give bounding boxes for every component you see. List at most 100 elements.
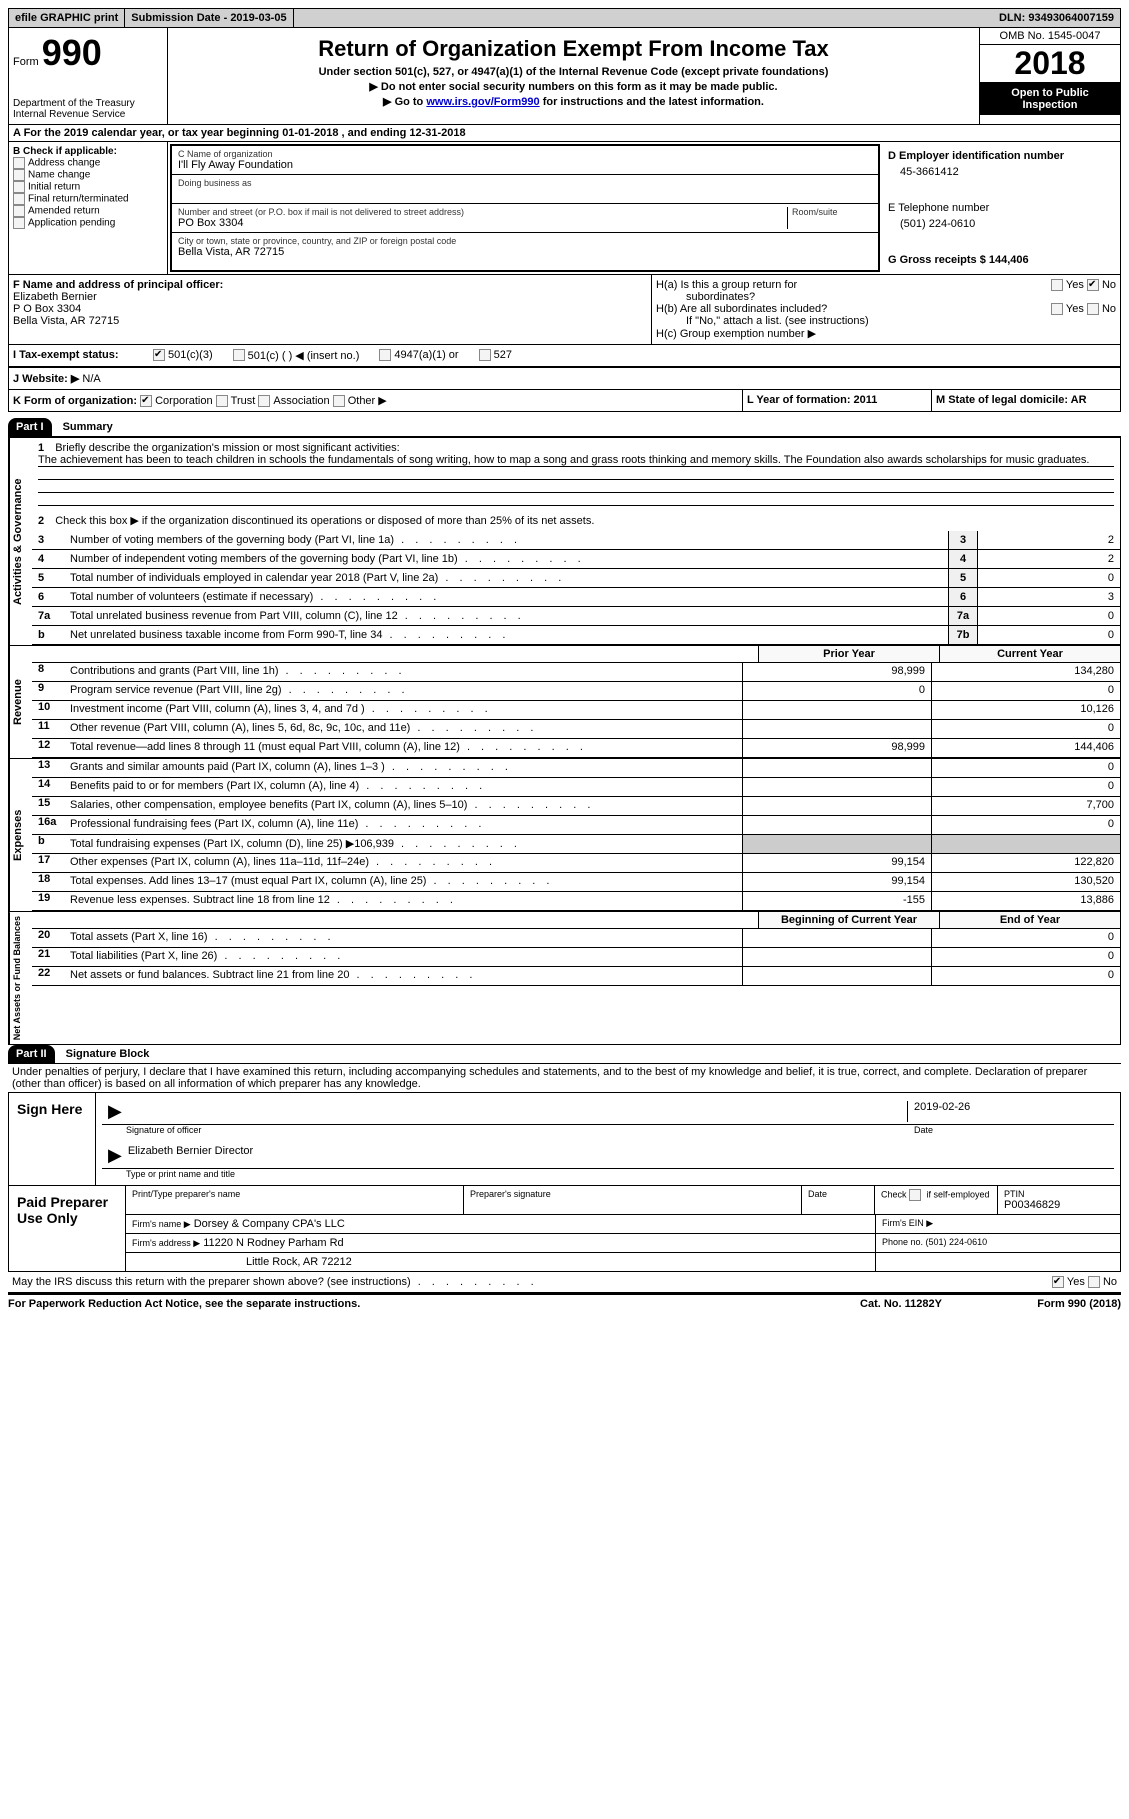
vert-governance: Activities & Governance (9, 438, 32, 645)
goto-pre: ▶ Go to (383, 96, 426, 108)
prior-val (742, 929, 931, 947)
line-desc: Other expenses (Part IX, column (A), lin… (66, 854, 742, 872)
col-d: D Employer identification number 45-3661… (882, 142, 1120, 274)
dba-label: Doing business as (178, 178, 872, 188)
col-b-title: B Check if applicable: (13, 146, 163, 157)
cb-hb-no[interactable] (1087, 303, 1099, 315)
line-num: b (32, 629, 66, 641)
cb-ha-no[interactable] (1087, 279, 1099, 291)
prep-name-header: Print/Type preparer's name (126, 1186, 464, 1214)
efile-print[interactable]: efile GRAPHIC print (9, 9, 125, 27)
cb-trust[interactable] (216, 395, 228, 407)
current-val: 0 (931, 929, 1120, 947)
header-right: OMB No. 1545-0047 2018 Open to Public In… (979, 28, 1120, 124)
current-val: 7,700 (931, 797, 1120, 815)
part1-header-row: Part I Summary (8, 418, 1121, 437)
line-box: 7b (948, 626, 977, 644)
part1-badge: Part I (8, 418, 52, 436)
line-desc: Total revenue—add lines 8 through 11 (mu… (66, 739, 742, 757)
cb-4947[interactable] (379, 349, 391, 361)
street: PO Box 3304 (178, 217, 787, 229)
arrow-icon: ▶ (102, 1101, 128, 1122)
pra-notice: For Paperwork Reduction Act Notice, see … (8, 1298, 821, 1310)
label-other: Other ▶ (348, 395, 387, 407)
row-j: J Website: ▶ N/A (8, 368, 1121, 390)
row-f-h: F Name and address of principal officer:… (8, 275, 1121, 345)
label-trust: Trust (231, 395, 256, 407)
label-4947: 4947(a)(1) or (394, 349, 458, 362)
label-no: No (1102, 279, 1116, 291)
label-501c3: 501(c)(3) (168, 349, 213, 362)
declaration: Under penalties of perjury, I declare th… (8, 1064, 1121, 1093)
cb-initial[interactable] (13, 181, 25, 193)
prep-sig-header: Preparer's signature (464, 1186, 802, 1214)
cb-ha-yes[interactable] (1051, 279, 1063, 291)
ha-sub: subordinates? (656, 291, 755, 303)
prior-val: 99,154 (742, 854, 931, 872)
website-label: J Website: ▶ (13, 373, 79, 385)
col-c: C Name of organization I'll Fly Away Fou… (170, 144, 880, 272)
label-assoc: Association (273, 395, 329, 407)
line-num: 7a (32, 610, 66, 622)
firm-addr: 11220 N Rodney Parham Rd (203, 1237, 343, 1249)
ein: 45-3661412 (888, 162, 1114, 178)
amount-line: 13 Grants and similar amounts paid (Part… (32, 759, 1120, 778)
label-final: Final return/terminated (28, 194, 129, 205)
irs-link[interactable]: www.irs.gov/Form990 (426, 96, 539, 108)
vert-expenses: Expenses (9, 759, 32, 911)
paid-preparer-block: Paid Preparer Use Only Print/Type prepar… (8, 1186, 1121, 1272)
line-num: 10 (32, 701, 66, 719)
line-desc: Total number of volunteers (estimate if … (66, 589, 948, 605)
current-val: 0 (931, 948, 1120, 966)
cb-501c[interactable] (233, 349, 245, 361)
cb-other[interactable] (333, 395, 345, 407)
cb-name[interactable] (13, 169, 25, 181)
line-val: 0 (977, 626, 1120, 644)
phone: (501) 224-0610 (888, 214, 1114, 230)
dept-treasury: Department of the Treasury (13, 98, 163, 109)
cb-amended[interactable] (13, 205, 25, 217)
cb-527[interactable] (479, 349, 491, 361)
prior-val: 0 (742, 682, 931, 700)
line-num: 8 (32, 663, 66, 681)
current-val: 13,886 (931, 892, 1120, 910)
label-initial: Initial return (28, 182, 80, 193)
cb-address[interactable] (13, 157, 25, 169)
l2-num: 2 (38, 515, 44, 527)
info-grid: B Check if applicable: Address change Na… (8, 142, 1121, 275)
line-num: 17 (32, 854, 66, 872)
cb-discuss-yes[interactable] (1052, 1276, 1064, 1288)
form-number: 990 (42, 32, 102, 73)
l1-desc: Briefly describe the organization's miss… (55, 442, 399, 454)
current-val: 0 (931, 682, 1120, 700)
amount-line: 15 Salaries, other compensation, employe… (32, 797, 1120, 816)
line-desc: Net unrelated business taxable income fr… (66, 627, 948, 643)
row-k: K Form of organization: Corporation Trus… (8, 390, 1121, 412)
line-desc: Total fundraising expenses (Part IX, col… (66, 835, 742, 853)
cb-final[interactable] (13, 193, 25, 205)
check-self-label2: if self-employed (927, 1190, 990, 1200)
cb-corp[interactable] (140, 395, 152, 407)
current-val: 0 (931, 720, 1120, 738)
cb-hb-yes[interactable] (1051, 303, 1063, 315)
cb-assoc[interactable] (258, 395, 270, 407)
cb-pending[interactable] (13, 217, 25, 229)
line-val: 2 (977, 550, 1120, 568)
goto-post: for instructions and the latest informat… (543, 96, 764, 108)
line-val: 0 (977, 607, 1120, 625)
current-val: 144,406 (931, 739, 1120, 757)
line-num: b (32, 835, 66, 853)
line-desc: Total unrelated business revenue from Pa… (66, 608, 948, 624)
line-num: 18 (32, 873, 66, 891)
line-num: 22 (32, 967, 66, 985)
ptin-header: PTIN (1004, 1189, 1114, 1199)
hc-label: H(c) Group exemption number ▶ (656, 327, 1116, 340)
state-domicile: M State of legal domicile: AR (931, 390, 1120, 411)
summary-line: 6 Total number of volunteers (estimate i… (32, 588, 1120, 607)
amount-line: 20 Total assets (Part X, line 16) 0 (32, 929, 1120, 948)
l2-desc: Check this box ▶ if the organization dis… (55, 515, 594, 527)
label-yes: Yes (1066, 279, 1084, 291)
cb-501c3[interactable] (153, 349, 165, 361)
cb-self-employed[interactable] (909, 1189, 921, 1201)
cb-discuss-no[interactable] (1088, 1276, 1100, 1288)
